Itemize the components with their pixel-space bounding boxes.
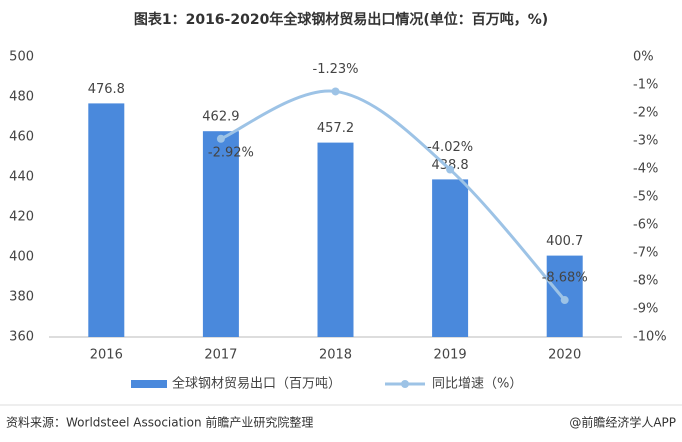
line-point bbox=[331, 87, 340, 96]
legend-swatch bbox=[401, 380, 409, 388]
y-tick-label: 360 bbox=[9, 330, 34, 345]
y2-tick-label: -2% bbox=[633, 106, 658, 121]
legend-label: 全球钢材贸易出口（百万吨） bbox=[172, 376, 341, 392]
y2-tick-label: -1% bbox=[633, 78, 658, 93]
y-tick-label: 380 bbox=[9, 290, 34, 305]
y2-tick-label: -8% bbox=[633, 274, 658, 289]
x-tick-label: 2017 bbox=[204, 348, 237, 363]
source: 资料来源：Worldsteel Association 前瞻产业研究院整理 bbox=[6, 415, 313, 430]
line-value-label: -8.68% bbox=[542, 271, 588, 286]
y2-tick-label: -10% bbox=[633, 330, 667, 345]
line bbox=[220, 89, 566, 302]
y2-tick-label: -3% bbox=[633, 134, 658, 149]
bar bbox=[202, 131, 239, 337]
y-tick-label: 440 bbox=[9, 170, 34, 185]
x-tick-label: 2019 bbox=[434, 348, 467, 363]
y2-tick-label: -6% bbox=[633, 218, 658, 233]
y2-tick-label: -9% bbox=[633, 302, 658, 317]
line-value-label: -4.02% bbox=[427, 140, 473, 155]
y2-tick-label: -5% bbox=[633, 190, 658, 205]
bar-value-label: 457.2 bbox=[317, 121, 354, 136]
bar bbox=[317, 142, 354, 337]
x-tick-label: 2018 bbox=[319, 348, 352, 363]
y2-tick-label: -7% bbox=[633, 246, 658, 261]
line-point bbox=[560, 296, 569, 305]
bar-value-label: 400.7 bbox=[546, 234, 583, 249]
x-tick-label: 2016 bbox=[90, 348, 123, 363]
bar bbox=[432, 179, 469, 337]
bar-value-label: 462.9 bbox=[202, 110, 239, 125]
bar bbox=[88, 103, 125, 338]
y2-tick-label: -4% bbox=[633, 162, 658, 177]
legend-swatch bbox=[131, 380, 167, 388]
bar-value-label: 476.8 bbox=[88, 82, 125, 97]
x-tick-label: 2020 bbox=[548, 348, 581, 363]
y-tick-label: 500 bbox=[9, 50, 34, 65]
y-tick-label: 400 bbox=[9, 250, 34, 265]
y2-tick-label: 0% bbox=[633, 50, 654, 65]
line-value-label: -1.23% bbox=[313, 62, 359, 77]
line-point bbox=[446, 165, 455, 174]
line-value-label: -2.92% bbox=[208, 145, 254, 160]
y-tick-label: 480 bbox=[9, 90, 34, 105]
y-tick-label: 460 bbox=[9, 130, 34, 145]
line-point bbox=[216, 134, 225, 143]
legend-label: 同比增速（%） bbox=[432, 377, 522, 392]
y-tick-label: 420 bbox=[9, 210, 34, 225]
chart-title: 图表1：2016-2020年全球钢材贸易出口情况(单位：百万吨，%) bbox=[134, 11, 548, 28]
credit: @前瞻经济学人APP bbox=[569, 415, 676, 430]
